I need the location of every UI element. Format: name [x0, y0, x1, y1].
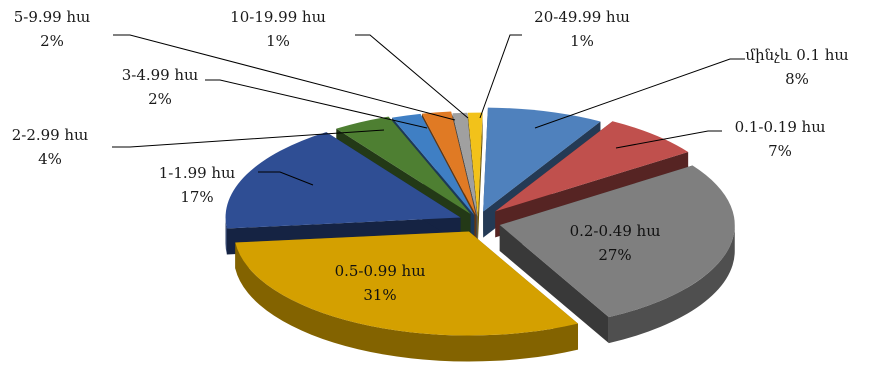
pie-slices — [225, 107, 735, 362]
leader-line-8 — [113, 34, 456, 121]
slice-category-label: 20-49.99 հա — [534, 8, 630, 26]
slice-percent-label: 31% — [363, 286, 396, 304]
slice-percent-label: 4% — [38, 150, 62, 168]
leader-lines — [112, 34, 745, 186]
slice-category-label: 0.5-0.99 հա — [335, 262, 426, 280]
pie-slice-3 — [499, 165, 735, 344]
slice-category-label: 0.2-0.49 հա — [570, 222, 661, 240]
slice-percent-label: 2% — [148, 90, 172, 108]
slice-percent-label: 27% — [598, 246, 631, 264]
slice-percent-label: 17% — [180, 188, 213, 206]
slice-percent-label: 7% — [768, 142, 792, 160]
slice-percent-label: 2% — [40, 32, 64, 50]
leader-line-9 — [355, 34, 469, 119]
slice-category-label: 5-9.99 հա — [14, 8, 91, 26]
leader-line-10 — [479, 34, 522, 119]
slice-category-label: 2-2.99 հա — [12, 126, 89, 144]
slice-percent-label: 1% — [266, 32, 290, 50]
slice-category-label: 0.1-0.19 հա — [735, 118, 826, 136]
slice-category-label: 3-4.99 հա — [122, 66, 199, 84]
slice-labels: մինչև 0.1 հա 8% 0.1-0.19 հա 7% 0.2-0.49 հա 27… — [12, 8, 849, 304]
slice-percent-label: 8% — [785, 70, 809, 88]
slice-category-label: մինչև 0.1 հա — [745, 46, 848, 64]
leader-line-7 — [205, 79, 428, 129]
leader-line-6 — [112, 129, 385, 148]
leader-line-1 — [534, 58, 745, 129]
pie-slice-4 — [235, 231, 579, 362]
leader-line-5 — [258, 171, 314, 186]
slice-percent-label: 1% — [570, 32, 594, 50]
leader-line-2 — [615, 130, 722, 149]
slice-category-label: 1-1.99 հա — [159, 164, 236, 182]
slice-category-label: 10-19.99 հա — [230, 8, 326, 26]
